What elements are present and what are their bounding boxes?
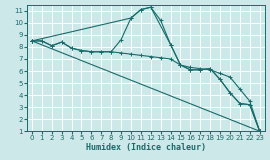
X-axis label: Humidex (Indice chaleur): Humidex (Indice chaleur) — [86, 143, 206, 152]
